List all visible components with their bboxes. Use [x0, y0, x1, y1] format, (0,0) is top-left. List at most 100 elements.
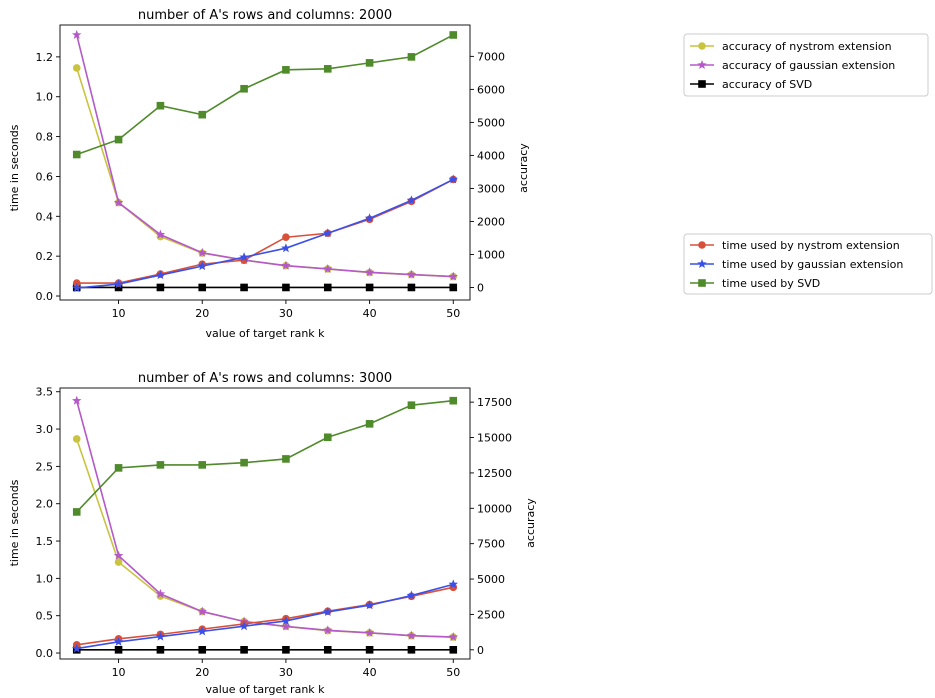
- series-time-used-by-gaussian-extension: [71, 579, 459, 653]
- data-point: [281, 243, 291, 253]
- data-point: [365, 283, 374, 292]
- data-point: [282, 233, 290, 242]
- legend-frame: [683, 233, 933, 295]
- data-point: [114, 135, 123, 144]
- y-tick-label-left: 1.0: [36, 91, 54, 104]
- data-point: [197, 626, 207, 636]
- series-line: [76, 583, 454, 650]
- data-point: [197, 247, 207, 257]
- data-point: [448, 579, 459, 589]
- data-point: [406, 269, 417, 279]
- legend-marker: [697, 60, 707, 70]
- data-point: [364, 600, 375, 610]
- data-point: [323, 263, 333, 274]
- data-point: [449, 31, 458, 39]
- legend-accuracy: accuracy of nystrom extension accuracy of…: [683, 33, 929, 97]
- data-point: [156, 101, 165, 110]
- x-tick-label: 30: [279, 307, 293, 320]
- y-tick-label-right: 12500: [477, 467, 512, 480]
- data-point: [113, 197, 124, 207]
- data-point: [72, 64, 81, 72]
- x-tick-label: 40: [363, 666, 377, 679]
- y-tick-label-right: 17500: [477, 396, 512, 409]
- plot-frame: [59, 387, 471, 660]
- series-line: [76, 178, 454, 289]
- series-time-used-by-nystrom-extension: [72, 175, 458, 287]
- legend-label: time used by SVD: [722, 277, 820, 290]
- x-tick-label: 40: [363, 307, 377, 320]
- y-tick-label-right: 2500: [477, 608, 505, 621]
- y-tick-label-left: 0.4: [36, 210, 54, 223]
- legend-label: accuracy of SVD: [722, 78, 812, 91]
- legend-marker: [698, 80, 706, 88]
- data-point: [113, 279, 124, 289]
- y-tick-label-right: 3000: [477, 182, 505, 195]
- data-point: [114, 646, 123, 654]
- data-point: [365, 420, 374, 428]
- data-point: [240, 458, 248, 467]
- data-point: [71, 395, 82, 405]
- legend-item: accuracy of nystrom extension: [690, 40, 892, 53]
- x-tick-label: 50: [446, 666, 460, 679]
- data-point: [448, 632, 459, 642]
- data-point: [364, 627, 375, 637]
- data-point: [155, 229, 166, 239]
- data-point: [323, 625, 333, 635]
- series-line: [75, 67, 454, 278]
- chart-title: number of A's rows and columns: 2000: [138, 8, 392, 23]
- data-point: [281, 260, 291, 270]
- series-accuracy-of-gaussian-extension: [71, 395, 459, 642]
- legend-item: time used by SVD: [690, 277, 820, 290]
- plot-frame: [59, 24, 471, 301]
- data-point: [406, 630, 417, 640]
- legend-item: time used by gaussian extension: [690, 258, 903, 271]
- data-point: [282, 455, 290, 463]
- legend-item: accuracy of SVD: [690, 78, 812, 91]
- data-point: [114, 464, 123, 472]
- data-point: [281, 621, 291, 631]
- x-tick-label: 50: [446, 307, 460, 320]
- data-point: [282, 66, 290, 74]
- data-point: [449, 283, 458, 292]
- data-point: [71, 29, 82, 39]
- data-point: [407, 283, 416, 292]
- series-line: [76, 586, 454, 646]
- data-point: [239, 252, 249, 262]
- data-point: [449, 646, 458, 654]
- y-tick-label-left: 0.2: [36, 250, 54, 263]
- series-accuracy-of-gaussian-extension: [71, 29, 459, 281]
- data-point: [406, 590, 417, 600]
- y-tick-label-right: 0: [477, 281, 484, 294]
- y-tick-label-right: 4000: [477, 149, 505, 162]
- data-point: [114, 283, 123, 292]
- plot-area: 10 20 30 40 50 0.0 0.5 1.0 1.5 2.0 2.5 3.0 3.5 0 2500 5…: [36, 386, 513, 679]
- series-line: [75, 400, 454, 638]
- legend-marker: [697, 259, 707, 269]
- legend-item: time used by nystrom extension: [690, 239, 900, 252]
- data-point: [239, 621, 249, 631]
- y-tick-label-right: 7000: [477, 50, 505, 63]
- y-tick-label-left: 0.6: [36, 170, 54, 183]
- x-axis-label: value of target rank k: [205, 327, 325, 340]
- data-point: [365, 646, 374, 654]
- y-tick-label-right: 7500: [477, 538, 505, 551]
- data-point: [114, 558, 123, 566]
- y-tick-label-left: 1.5: [36, 535, 54, 548]
- y-tick-label-left: 1.0: [36, 572, 54, 585]
- data-point: [72, 435, 81, 443]
- data-point: [156, 283, 165, 292]
- x-tick-label: 10: [112, 666, 126, 679]
- legend-time: time used by nystrom extension time used …: [683, 233, 933, 295]
- x-tick-label: 20: [195, 666, 209, 679]
- data-point: [364, 267, 375, 277]
- data-point: [323, 228, 333, 238]
- data-point: [365, 59, 374, 67]
- series-line: [75, 438, 454, 638]
- chart-title: number of A's rows and columns: 3000: [138, 371, 392, 386]
- data-point: [323, 606, 333, 617]
- data-point: [71, 643, 82, 653]
- series-line: [76, 178, 454, 284]
- y-tick-label-left: 0.5: [36, 610, 54, 623]
- y-tick-label-left: 3.0: [36, 423, 54, 436]
- series-time-used-by-svd: [72, 31, 458, 159]
